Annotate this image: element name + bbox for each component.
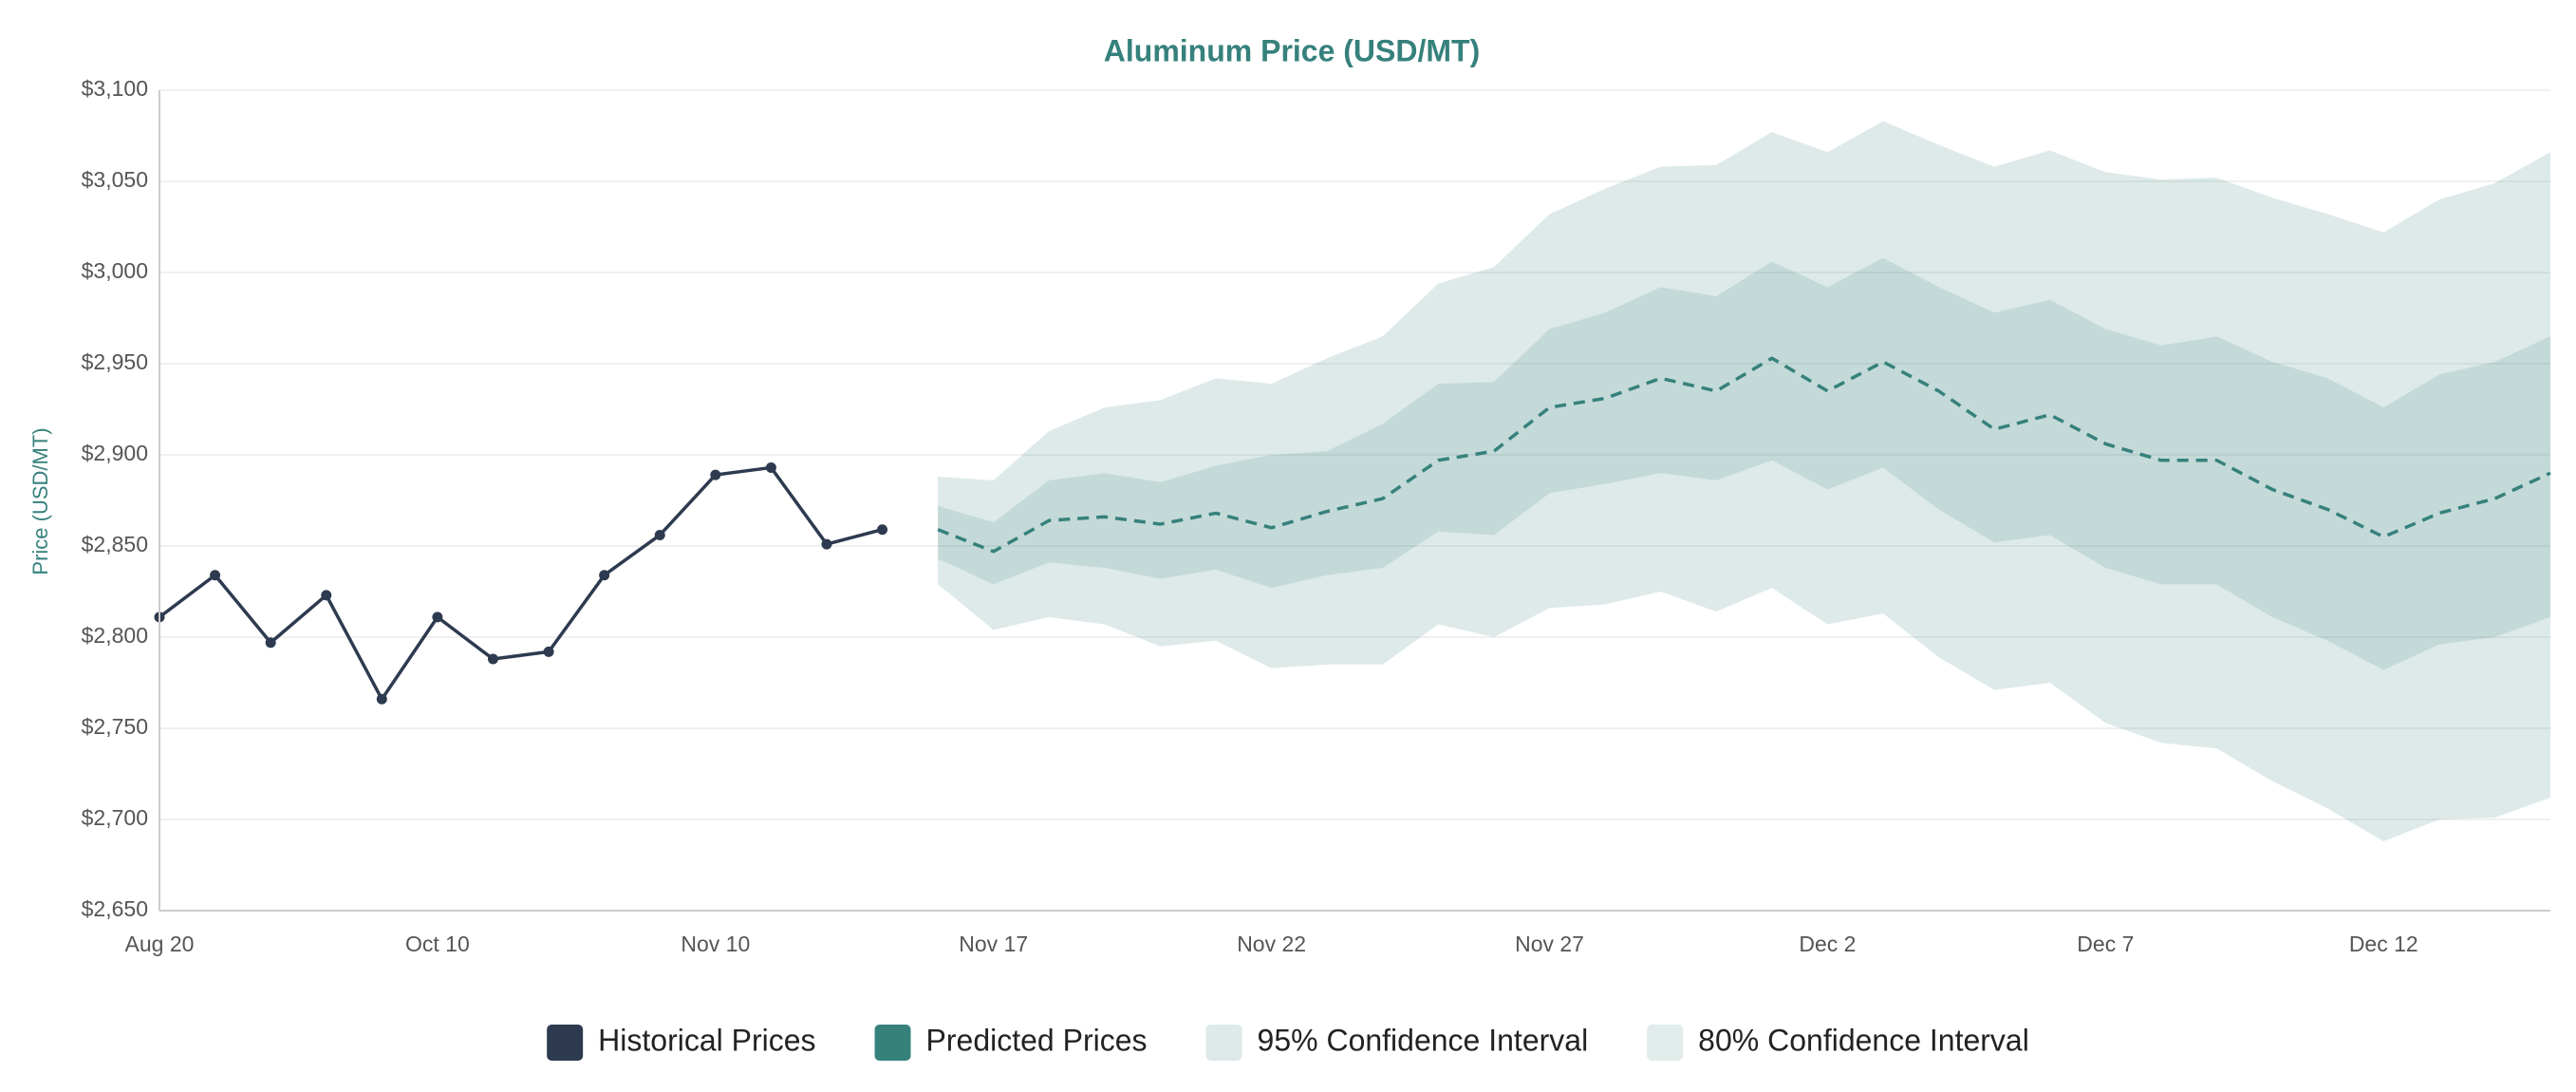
legend-swatch [874,1025,911,1061]
y-tick-label: $2,700 [82,805,148,830]
data-point [654,529,665,540]
x-tick-label: Dec 2 [1799,932,1856,956]
data-point [877,524,888,536]
legend-swatch [1205,1025,1242,1061]
series-line [937,356,2551,554]
legend-item: Historical Prices [547,1023,816,1061]
legend-item: 95% Confidence Interval [1205,1023,1589,1061]
legend-label: 80% Confidence Interval [1698,1023,2029,1057]
y-tick-label: $2,950 [82,349,148,374]
data-point [599,570,610,581]
x-tick-label: Dec 12 [2349,932,2418,956]
x-tick-label: Oct 10 [405,932,470,956]
legend-item: Predicted Prices [874,1023,1148,1061]
y-axis-label: Price (USD/MT) [28,427,52,574]
x-tick-label: Nov 27 [1515,932,1584,956]
data-point [432,612,443,623]
x-tick-label: Dec 7 [2077,932,2134,956]
legend-item: 80% Confidence Interval [1647,1023,2029,1061]
confidence-band [938,121,2550,842]
data-point [376,693,387,705]
data-point [265,637,276,649]
y-tick-label: $3,050 [82,167,148,192]
legend-swatch [1647,1025,1684,1061]
legend-swatch [547,1025,584,1061]
data-point [710,469,721,480]
legend-label: 95% Confidence Interval [1258,1023,1589,1057]
series-line [158,465,884,702]
chart-title: Aluminum Price (USD/MT) [1104,33,1480,67]
x-tick-label: Aug 20 [125,932,195,956]
x-tick-label: Nov 22 [1237,932,1306,956]
x-tick-label: Nov 10 [681,932,750,956]
confidence-band [938,257,2550,670]
data-point [543,646,554,657]
y-tick-label: $2,850 [82,532,148,556]
y-tick-label: $2,750 [82,714,148,739]
data-point [210,570,221,581]
x-tick-label: Nov 17 [959,932,1028,956]
data-point [821,538,832,550]
data-point [765,461,776,473]
legend-label: Predicted Prices [926,1023,1148,1057]
y-tick-label: $2,900 [82,441,148,465]
y-tick-label: $3,100 [82,76,148,101]
legend-label: Historical Prices [598,1023,815,1057]
data-point [321,590,332,601]
data-point [487,653,498,665]
y-tick-label: $3,000 [82,258,148,283]
y-tick-label: $2,800 [82,623,148,648]
y-tick-label: $2,650 [82,896,148,921]
